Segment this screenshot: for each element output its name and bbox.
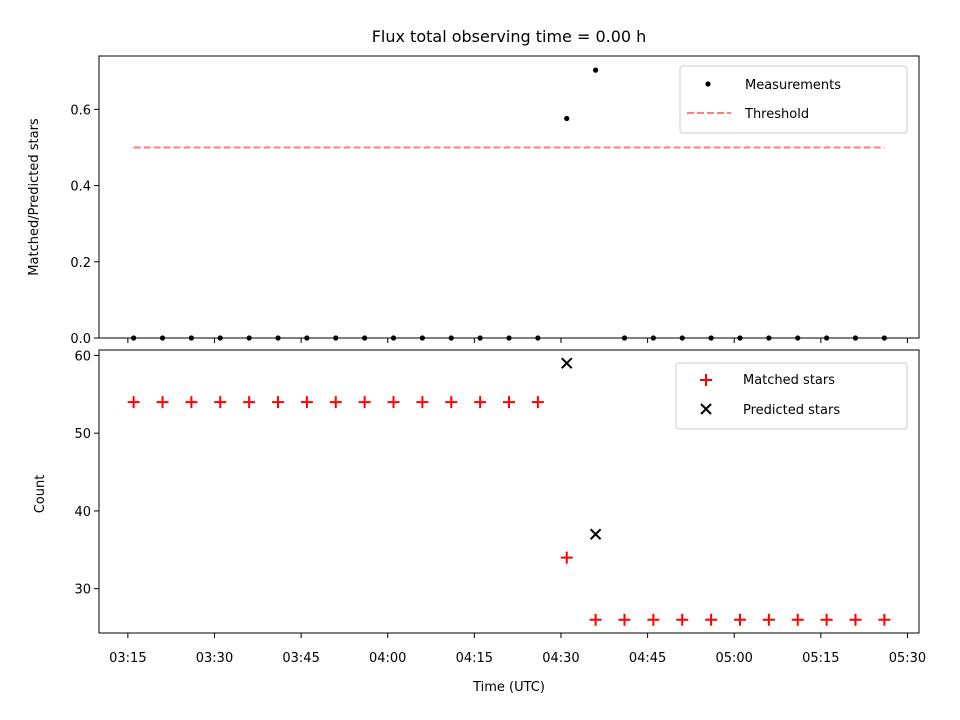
legend-marker-predicted-stars (700, 403, 712, 415)
legend-marker-matched-stars (700, 374, 712, 386)
y-tick-label: 30 (74, 583, 91, 598)
x-tick-label: 03:15 (109, 651, 146, 666)
top-legend: Measurements Threshold (679, 65, 908, 134)
y-tick-label: 50 (74, 427, 91, 442)
matched-stars-point (762, 613, 775, 626)
matched-stars-point (156, 396, 169, 409)
legend-label-predicted-stars: Predicted stars (743, 403, 840, 418)
y-tick-label: 40 (74, 505, 91, 520)
x-tick-label: 05:15 (802, 651, 839, 666)
matched-stars-point (618, 613, 631, 626)
matched-stars-point (647, 613, 660, 626)
matched-stars-point (560, 551, 573, 564)
x-tick-label: 03:30 (196, 651, 233, 666)
matched-stars-point (733, 613, 746, 626)
top-legend-frame (679, 65, 908, 134)
matched-stars-point (676, 613, 689, 626)
chart-title: Flux total observing time = 0.00 h (372, 27, 647, 46)
matched-stars-point (127, 396, 140, 409)
x-tick-label: 05:00 (715, 651, 752, 666)
matched-stars-point (503, 396, 515, 409)
matched-stars-point (214, 396, 227, 409)
bottom-legend-frame (675, 362, 908, 430)
legend-label-measurements: Measurements (745, 78, 841, 93)
x-axis: 03:15 03:30 03:45 04:00 04:15 04:30 04:45 05:00… (109, 651, 926, 666)
matched-stars-point (416, 396, 429, 409)
matched-stars-point (387, 396, 400, 409)
measurements-point (593, 67, 599, 73)
matched-stars-point (589, 613, 602, 626)
bottom-y-axis-label: Count (33, 475, 48, 514)
matched-stars-point (820, 613, 833, 626)
matched-stars-point (705, 613, 718, 626)
matched-stars-point (243, 396, 256, 409)
matched-stars-point (849, 613, 862, 626)
bottom-panel: 30 40 50 60 (74, 349, 920, 638)
y-tick-label: 0.4 (70, 180, 91, 195)
matched-stars-point (531, 396, 544, 409)
x-axis-label: Time (UTC) (472, 680, 545, 695)
legend-label-matched-stars: Matched stars (743, 373, 835, 388)
bottom-legend: Matched stars Predicted stars (675, 362, 908, 430)
matched-stars-point (272, 396, 285, 409)
matched-stars-point (358, 396, 371, 409)
measurements-point (564, 115, 570, 122)
x-tick-label: 04:45 (629, 651, 666, 666)
x-tick-label: 04:15 (456, 651, 493, 666)
panel-frame (98, 349, 920, 634)
matched-stars-point (300, 396, 313, 409)
predicted-stars-point (589, 528, 602, 540)
y-tick-label: 0.6 (70, 103, 91, 118)
x-tick-label: 05:30 (889, 651, 926, 666)
y-tick-label: 60 (74, 349, 91, 364)
predicted-stars-point (561, 357, 573, 369)
matched-stars-point (791, 613, 804, 626)
matched-stars-point (185, 396, 198, 409)
x-tick-label: 04:30 (542, 651, 579, 666)
matched-stars-point (878, 613, 891, 626)
top-y-axis-label: Matched/Predicted stars (27, 118, 42, 276)
y-tick-label: 0.0 (70, 332, 91, 347)
matched-stars-point (329, 396, 342, 409)
x-tick-label: 03:45 (282, 651, 319, 666)
panel-frame (98, 55, 920, 339)
x-tick-label: 04:00 (369, 651, 406, 666)
y-tick-label: 0.2 (70, 256, 91, 271)
matched-stars-point (445, 396, 458, 409)
top-panel: 0.0 0.2 0.4 0.6 (70, 55, 920, 347)
matched-stars-point (474, 396, 487, 409)
legend-label-threshold: Threshold (744, 107, 809, 122)
legend-marker-measurements (705, 81, 711, 87)
